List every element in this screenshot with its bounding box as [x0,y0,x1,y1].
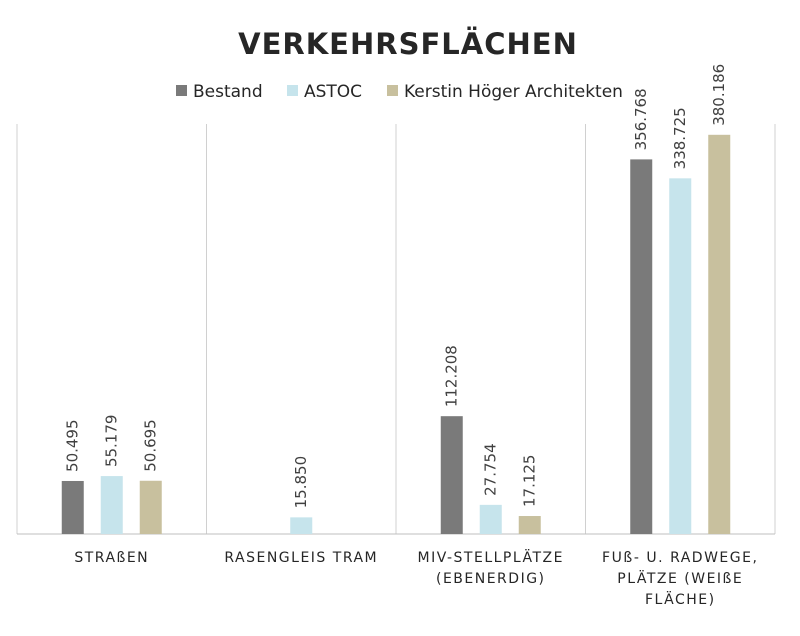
legend-label: Bestand [193,82,263,102]
category-labels: STRAßEN RASENGLEIS TRAM MIV-STELLPLÄTZE (EB… [74,548,758,608]
legend-label: ASTOC [304,82,362,102]
legend-swatch [176,85,187,96]
data-label: 50.695 [142,419,160,472]
category-label: FLÄCHE) [645,590,716,608]
category-label: PLÄTZE (WEIßE [617,569,743,587]
data-label: 15.850 [292,456,310,509]
data-label: 55.179 [103,415,121,468]
chart-title: VERKEHRSFLÄCHEN [238,27,578,61]
category-label: (EBENERDIG) [436,571,546,587]
legend-label: Kerstin Höger Architekten [404,82,623,102]
legend-swatch [387,85,398,96]
legend: Bestand ASTOC Kerstin Höger Architekten [176,82,623,102]
bar-kerstin-hoger-architekten [139,480,162,534]
category-label: STRAßEN [74,550,149,566]
bars [61,134,731,535]
category-label: RASENGLEIS TRAM [224,550,378,566]
bar-bestand [630,159,653,534]
legend-swatch [287,85,298,96]
category-label: FUß- U. RADWEGE, [602,550,758,566]
data-label: 50.495 [64,419,82,472]
value-labels: 50.495 55.179 50.695 15.850 112.208 27.754 17.… [64,64,729,509]
bar-kerstin-hoger-architekten [708,134,731,535]
bar-astoc [669,178,692,534]
data-label: 27.754 [482,443,500,496]
bar-astoc [479,504,502,534]
data-label: 380.186 [710,64,728,126]
data-label: 112.208 [443,345,461,407]
legend-item-kerstin-hoger-architekten: Kerstin Höger Architekten [387,82,623,102]
legend-item-bestand: Bestand [176,82,263,102]
category-separators [16,124,776,535]
bar-bestand [440,416,463,534]
bar-bestand [61,480,84,534]
bar-kerstin-hoger-architekten [518,516,541,534]
data-label: 17.125 [521,455,539,508]
bar-astoc [100,476,123,534]
bar-astoc [290,517,313,534]
category-label: MIV-STELLPLÄTZE [418,548,564,566]
data-label: 338.725 [671,107,689,169]
data-label: 356.768 [632,88,650,150]
legend-item-astoc: ASTOC [287,82,362,102]
